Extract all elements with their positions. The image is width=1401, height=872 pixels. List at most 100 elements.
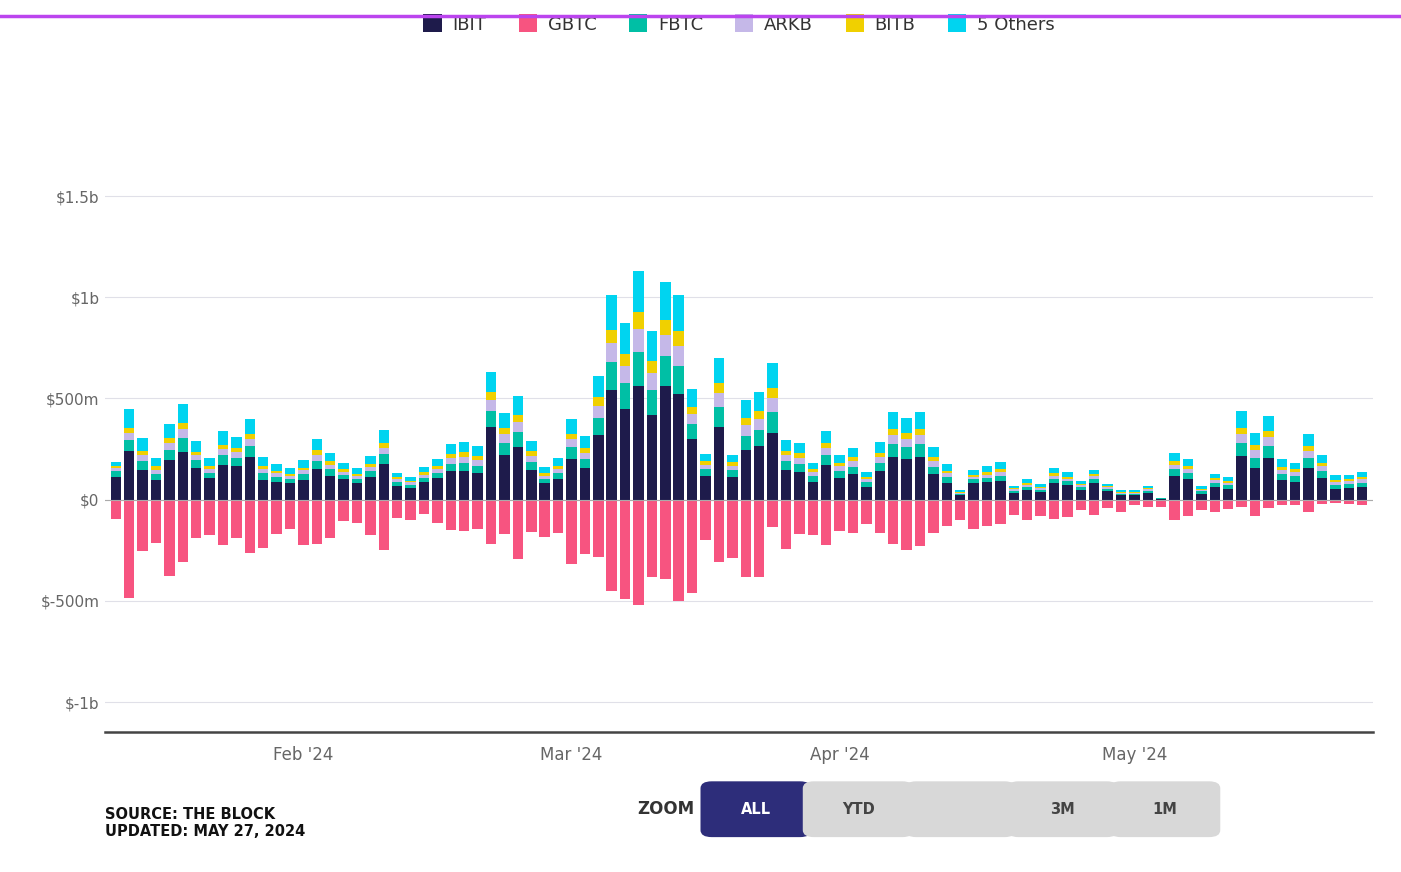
Bar xyxy=(1358,477,1367,480)
Bar xyxy=(1303,446,1314,451)
Bar xyxy=(231,452,241,458)
Bar xyxy=(660,336,671,356)
Bar xyxy=(955,494,965,495)
Bar xyxy=(123,500,134,598)
Bar xyxy=(1170,476,1180,500)
Bar xyxy=(191,460,202,468)
Bar xyxy=(874,442,885,453)
Bar xyxy=(1237,412,1247,427)
Bar xyxy=(768,433,778,500)
Bar xyxy=(901,500,912,550)
Bar xyxy=(1290,476,1300,482)
Bar xyxy=(1076,487,1086,490)
Bar xyxy=(111,477,120,500)
Bar xyxy=(835,478,845,500)
Bar xyxy=(888,412,898,429)
Bar xyxy=(1129,494,1139,495)
Bar xyxy=(1264,500,1274,508)
Bar xyxy=(619,354,630,366)
Bar xyxy=(835,463,845,467)
Bar xyxy=(178,429,188,438)
Bar xyxy=(1143,489,1153,491)
Bar xyxy=(660,356,671,386)
Bar xyxy=(1358,483,1367,487)
Bar xyxy=(539,475,551,479)
Bar xyxy=(713,406,724,426)
Bar xyxy=(191,468,202,500)
Bar xyxy=(888,435,898,444)
Bar xyxy=(339,472,349,475)
Bar xyxy=(1129,490,1139,492)
Bar xyxy=(1290,500,1300,505)
Bar xyxy=(768,500,778,527)
Bar xyxy=(553,469,563,473)
Bar xyxy=(1103,487,1112,488)
Bar xyxy=(513,433,523,447)
Bar xyxy=(807,469,818,472)
Bar xyxy=(1021,500,1033,520)
Bar xyxy=(848,467,859,474)
Bar xyxy=(835,471,845,478)
Bar xyxy=(901,460,912,500)
Bar xyxy=(1209,473,1220,478)
Bar xyxy=(419,500,429,514)
Bar xyxy=(298,474,308,480)
Bar xyxy=(686,425,698,439)
Bar xyxy=(446,500,457,530)
Bar xyxy=(1076,490,1086,500)
Bar xyxy=(231,467,241,500)
Legend: IBIT, GBTC, FBTC, ARKB, BITB, 5 Others: IBIT, GBTC, FBTC, ARKB, BITB, 5 Others xyxy=(423,16,1055,34)
Bar xyxy=(1330,480,1341,481)
Bar xyxy=(741,435,751,450)
Bar xyxy=(111,500,120,519)
Bar xyxy=(311,460,322,469)
Bar xyxy=(499,434,510,443)
Bar xyxy=(901,447,912,460)
Bar xyxy=(486,411,496,426)
Bar xyxy=(1076,481,1086,484)
Bar xyxy=(378,464,389,500)
Bar xyxy=(1303,500,1314,512)
Bar xyxy=(298,460,308,467)
Bar xyxy=(311,500,322,544)
Bar xyxy=(1115,493,1126,494)
Bar xyxy=(686,500,698,593)
Bar xyxy=(1021,480,1033,483)
Bar xyxy=(780,455,792,461)
Bar xyxy=(741,500,751,576)
Bar xyxy=(1103,491,1112,500)
Bar xyxy=(941,473,953,478)
Bar xyxy=(982,467,992,472)
Bar xyxy=(352,500,363,523)
Bar xyxy=(1021,490,1033,500)
Bar xyxy=(955,493,965,494)
Bar xyxy=(258,480,269,500)
Bar xyxy=(633,312,643,329)
Bar xyxy=(217,432,228,445)
Bar xyxy=(1290,482,1300,500)
Bar xyxy=(927,474,939,500)
Bar xyxy=(433,500,443,523)
Bar xyxy=(123,451,134,500)
Bar xyxy=(647,361,657,373)
Bar xyxy=(1237,456,1247,500)
Bar xyxy=(607,344,616,362)
Bar xyxy=(915,429,925,435)
Bar xyxy=(272,473,282,477)
Bar xyxy=(674,346,684,366)
Bar xyxy=(927,447,939,457)
Bar xyxy=(754,430,765,446)
Bar xyxy=(674,296,684,331)
Bar xyxy=(499,412,510,428)
Bar xyxy=(245,439,255,446)
Bar xyxy=(888,457,898,500)
Bar xyxy=(137,455,149,461)
Bar xyxy=(1358,472,1367,477)
Bar xyxy=(1182,473,1194,480)
Bar xyxy=(686,407,698,414)
Bar xyxy=(768,364,778,388)
Bar xyxy=(137,451,149,455)
Bar xyxy=(794,443,804,453)
Bar xyxy=(1062,500,1073,517)
Bar xyxy=(1303,451,1314,458)
